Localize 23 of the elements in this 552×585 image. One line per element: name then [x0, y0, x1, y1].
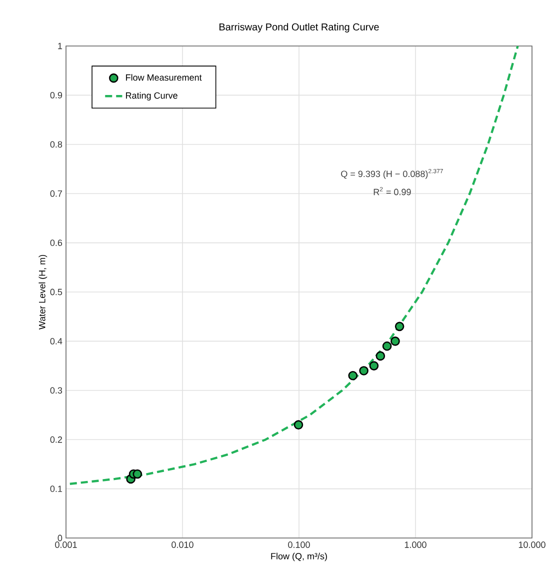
x-tick-label: 0.010 — [172, 542, 194, 548]
y-tick-label: 0 — [58, 534, 62, 542]
annotation: R$^{2}$ = 0.99 — [374, 187, 411, 196]
y-tick-label: 0.7 — [50, 190, 62, 197]
y-tick-label: 0.2 — [50, 436, 62, 443]
y-tick-label: 0.1 — [50, 486, 62, 492]
y-tick-label: 0.9 — [50, 92, 62, 98]
y-tick-label: 0.4 — [50, 338, 62, 344]
y-tick-label: 0.6 — [50, 240, 62, 246]
y-tick-label: 0.5 — [50, 288, 62, 296]
y-tick-label: 0.8 — [50, 141, 62, 148]
x-tick-label: 0.001 — [55, 542, 77, 548]
x-tick-label: 0.100 — [288, 542, 310, 548]
chart-title: Barrisway Pond Outlet Rating Curve — [220, 23, 379, 32]
x-axis-title: Flow (Q, m³/s) — [271, 552, 327, 562]
y-axis-title: Water Level (H, m) — [38, 254, 48, 330]
x-tick-label: 10.000 — [518, 542, 546, 548]
legend-label: Flow Measurement — [126, 74, 202, 81]
annotation: Q = 9.393 (H − 0.088)$^{2.377}$ — [341, 168, 443, 179]
legend-label: Rating Curve — [126, 92, 178, 100]
y-tick-label: 1 — [58, 42, 62, 50]
y-tick-label: 0.3 — [50, 387, 62, 394]
x-tick-label: 1.000 — [404, 542, 426, 548]
